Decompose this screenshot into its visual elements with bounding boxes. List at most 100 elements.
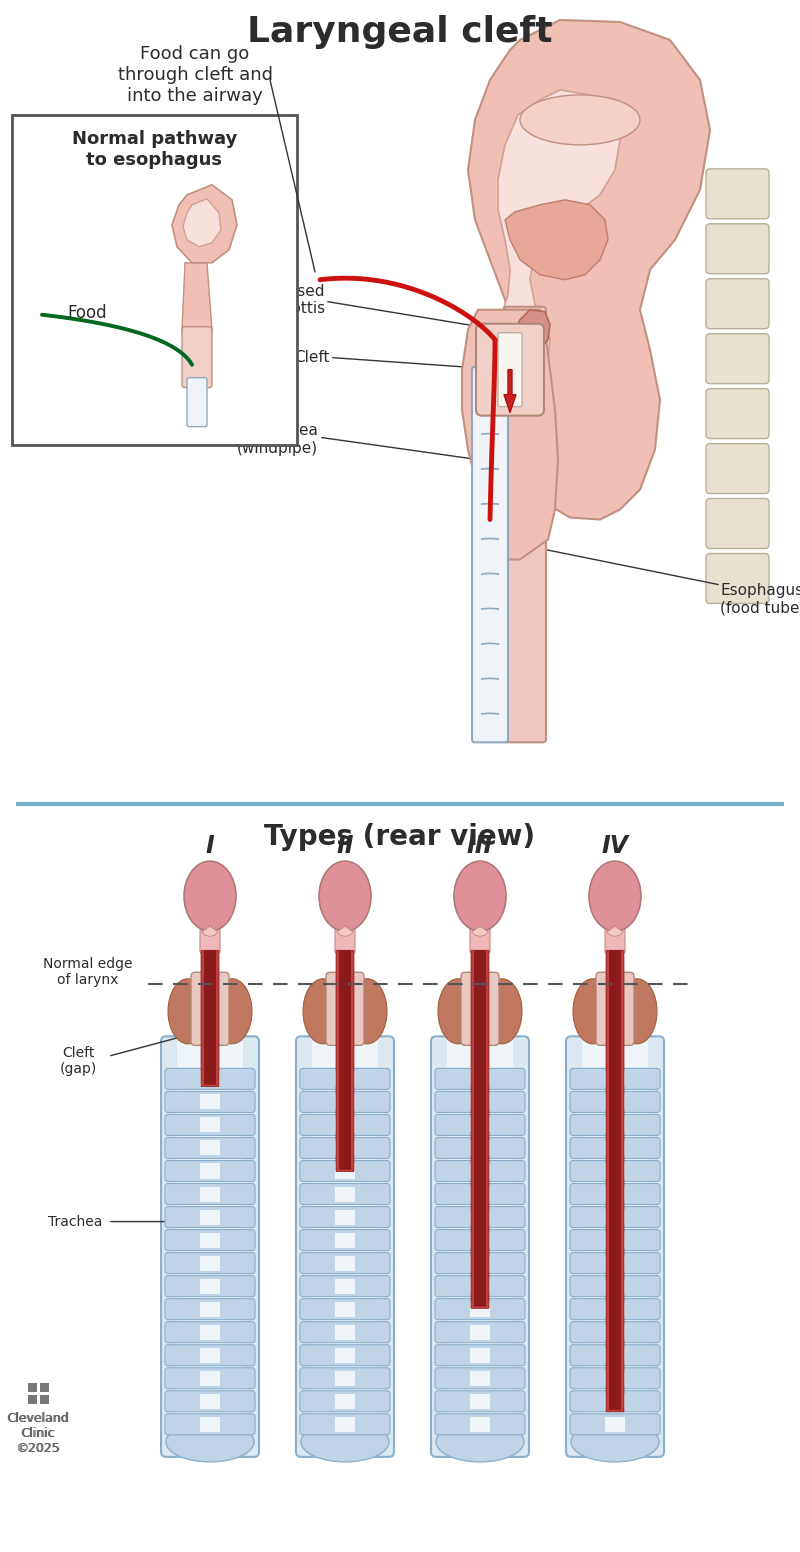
FancyBboxPatch shape: [40, 1383, 49, 1392]
FancyBboxPatch shape: [335, 1209, 355, 1225]
FancyBboxPatch shape: [200, 1209, 220, 1225]
FancyBboxPatch shape: [296, 1037, 394, 1457]
FancyBboxPatch shape: [335, 1256, 355, 1271]
FancyBboxPatch shape: [165, 1229, 255, 1251]
Text: Closed
epiglottis: Closed epiglottis: [254, 284, 325, 317]
FancyBboxPatch shape: [40, 1395, 49, 1405]
FancyBboxPatch shape: [187, 377, 207, 427]
FancyBboxPatch shape: [605, 1209, 625, 1225]
FancyBboxPatch shape: [335, 1347, 355, 1363]
FancyBboxPatch shape: [200, 1325, 220, 1339]
FancyBboxPatch shape: [605, 1279, 625, 1294]
Text: III: III: [467, 833, 493, 858]
FancyBboxPatch shape: [582, 1038, 648, 1450]
FancyBboxPatch shape: [300, 1138, 390, 1158]
FancyBboxPatch shape: [335, 919, 355, 953]
FancyBboxPatch shape: [335, 1071, 355, 1086]
FancyBboxPatch shape: [200, 1187, 220, 1201]
FancyBboxPatch shape: [435, 1068, 525, 1090]
FancyBboxPatch shape: [300, 1252, 390, 1274]
FancyBboxPatch shape: [191, 972, 229, 1046]
Wedge shape: [472, 927, 488, 936]
FancyBboxPatch shape: [165, 1138, 255, 1158]
Text: Trachea: Trachea: [48, 1215, 102, 1229]
Wedge shape: [337, 927, 353, 936]
FancyBboxPatch shape: [339, 950, 351, 1170]
FancyBboxPatch shape: [605, 1164, 625, 1178]
FancyBboxPatch shape: [165, 1414, 255, 1436]
FancyBboxPatch shape: [312, 1038, 378, 1450]
FancyBboxPatch shape: [200, 1071, 220, 1086]
FancyBboxPatch shape: [470, 1394, 490, 1409]
FancyBboxPatch shape: [300, 1184, 390, 1204]
FancyBboxPatch shape: [335, 1117, 355, 1133]
FancyBboxPatch shape: [335, 1325, 355, 1339]
Polygon shape: [182, 262, 212, 385]
FancyBboxPatch shape: [470, 919, 490, 953]
FancyBboxPatch shape: [12, 115, 297, 444]
Ellipse shape: [438, 979, 478, 1044]
FancyBboxPatch shape: [182, 327, 212, 388]
FancyBboxPatch shape: [165, 1206, 255, 1228]
FancyBboxPatch shape: [472, 366, 508, 742]
FancyBboxPatch shape: [605, 1232, 625, 1248]
FancyBboxPatch shape: [570, 1322, 660, 1342]
FancyBboxPatch shape: [706, 223, 769, 273]
FancyBboxPatch shape: [200, 1370, 220, 1386]
FancyBboxPatch shape: [435, 1344, 525, 1366]
FancyBboxPatch shape: [200, 1117, 220, 1133]
FancyBboxPatch shape: [335, 1279, 355, 1294]
FancyBboxPatch shape: [200, 1347, 220, 1363]
FancyBboxPatch shape: [470, 1094, 490, 1110]
FancyBboxPatch shape: [161, 1037, 259, 1457]
FancyBboxPatch shape: [165, 1367, 255, 1389]
FancyBboxPatch shape: [470, 1417, 490, 1432]
FancyBboxPatch shape: [165, 1184, 255, 1204]
FancyBboxPatch shape: [435, 1091, 525, 1113]
Ellipse shape: [166, 1422, 254, 1462]
FancyBboxPatch shape: [570, 1344, 660, 1366]
Ellipse shape: [301, 1422, 389, 1462]
Text: Esophagus
(food tube): Esophagus (food tube): [720, 584, 800, 616]
FancyBboxPatch shape: [435, 1161, 525, 1181]
FancyBboxPatch shape: [470, 1187, 490, 1201]
FancyBboxPatch shape: [200, 1232, 220, 1248]
FancyBboxPatch shape: [335, 1232, 355, 1248]
FancyBboxPatch shape: [28, 1395, 37, 1405]
FancyBboxPatch shape: [470, 1347, 490, 1363]
FancyBboxPatch shape: [335, 1417, 355, 1432]
Text: Cleveland
Clinic
©2025: Cleveland Clinic ©2025: [6, 1412, 68, 1454]
FancyBboxPatch shape: [435, 1391, 525, 1412]
FancyBboxPatch shape: [300, 1299, 390, 1319]
FancyBboxPatch shape: [300, 1344, 390, 1366]
FancyBboxPatch shape: [605, 1141, 625, 1156]
Polygon shape: [183, 199, 221, 247]
FancyBboxPatch shape: [335, 1370, 355, 1386]
FancyBboxPatch shape: [498, 332, 522, 407]
FancyBboxPatch shape: [570, 1091, 660, 1113]
FancyBboxPatch shape: [200, 919, 220, 953]
FancyBboxPatch shape: [435, 1114, 525, 1136]
FancyBboxPatch shape: [570, 1206, 660, 1228]
FancyBboxPatch shape: [165, 1091, 255, 1113]
FancyBboxPatch shape: [570, 1391, 660, 1412]
FancyBboxPatch shape: [470, 1370, 490, 1386]
Polygon shape: [462, 310, 558, 560]
Text: Normal edge
of larynx: Normal edge of larynx: [43, 958, 133, 987]
FancyBboxPatch shape: [200, 1256, 220, 1271]
Ellipse shape: [454, 861, 506, 931]
FancyBboxPatch shape: [605, 1417, 625, 1432]
Ellipse shape: [184, 861, 236, 931]
Wedge shape: [202, 927, 218, 936]
Text: II: II: [336, 833, 354, 858]
FancyBboxPatch shape: [431, 1037, 529, 1457]
FancyBboxPatch shape: [165, 1068, 255, 1090]
FancyBboxPatch shape: [165, 1344, 255, 1366]
FancyBboxPatch shape: [605, 1302, 625, 1316]
FancyBboxPatch shape: [335, 1302, 355, 1316]
FancyBboxPatch shape: [335, 1164, 355, 1178]
Text: Laryngeal cleft: Laryngeal cleft: [247, 16, 553, 50]
FancyBboxPatch shape: [165, 1299, 255, 1319]
FancyBboxPatch shape: [165, 1391, 255, 1412]
FancyBboxPatch shape: [435, 1206, 525, 1228]
